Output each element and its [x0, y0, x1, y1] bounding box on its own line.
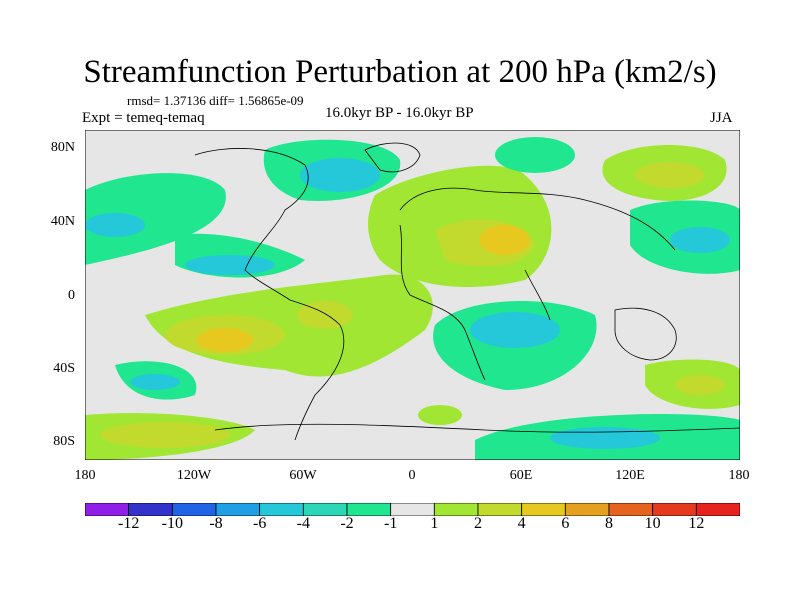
colorbar-label: 2 — [474, 515, 482, 532]
contour-region — [130, 374, 180, 390]
colorbar-label: -10 — [161, 515, 183, 532]
streamfunction-map — [85, 130, 740, 460]
y-tick-label: 40N — [50, 214, 75, 229]
coastline — [524, 269, 551, 321]
colorbar-label: 6 — [561, 515, 570, 532]
coastline — [214, 423, 740, 433]
coastline — [194, 148, 309, 301]
coastline — [614, 307, 677, 361]
coastline — [399, 187, 676, 251]
colorbar-label: 10 — [644, 515, 661, 532]
contour-region — [635, 162, 705, 188]
x-tick-label: 180 — [728, 468, 750, 483]
contour-region — [85, 173, 226, 265]
colorbar — [85, 503, 740, 516]
contour-region — [418, 405, 462, 425]
coastline — [289, 299, 345, 441]
y-tick-label: 80S — [53, 434, 75, 449]
coastline — [399, 224, 486, 381]
period-label: 16.0kyr BP - 16.0kyr BP — [325, 105, 474, 121]
rmsd-stats: rmsd= 1.37136 diff= 1.56865e-09 — [127, 93, 304, 108]
contour-region — [300, 158, 380, 192]
x-tick-label: 60E — [509, 468, 533, 483]
contour-region — [470, 312, 560, 348]
page-title: Streamfunction Perturbation at 200 hPa (… — [83, 54, 717, 90]
contour-region — [670, 227, 730, 253]
coastline — [364, 142, 421, 173]
x-tick-label: 180 — [74, 468, 96, 483]
contour-region — [297, 301, 353, 329]
y-tick-label: 0 — [68, 288, 75, 303]
contour-region — [85, 213, 145, 237]
colorbar-label: -6 — [252, 515, 267, 532]
colorbar-label: -12 — [117, 515, 140, 532]
colorbar-label: -4 — [296, 515, 310, 532]
x-tick-label: 120E — [615, 468, 645, 483]
contour-region — [100, 422, 230, 448]
contour-region — [185, 255, 275, 275]
contour-region — [495, 137, 575, 173]
colorbar-label: 8 — [605, 515, 613, 532]
x-tick-label: 120W — [176, 468, 212, 483]
x-tick-label: 60W — [289, 468, 317, 483]
colorbar-label: 4 — [517, 515, 526, 532]
colorbar-label: -2 — [340, 515, 354, 532]
contour-fill — [85, 137, 740, 460]
experiment-label: Expt = temeq-temaq — [82, 110, 205, 126]
y-tick-label: 40S — [53, 361, 75, 376]
contour-region — [197, 328, 253, 352]
x-tick-label: 0 — [408, 468, 416, 483]
contour-region — [480, 225, 530, 255]
y-tick-label: 80N — [50, 140, 75, 155]
contour-region — [675, 375, 725, 395]
coastlines — [194, 142, 740, 441]
contour-region — [550, 427, 660, 449]
colorbar-label: 12 — [688, 515, 705, 532]
colorbar-label: 1 — [430, 515, 439, 532]
season-label: JJA — [710, 110, 733, 126]
colorbar-label: -1 — [383, 515, 398, 532]
colorbar-label: -8 — [209, 515, 223, 532]
